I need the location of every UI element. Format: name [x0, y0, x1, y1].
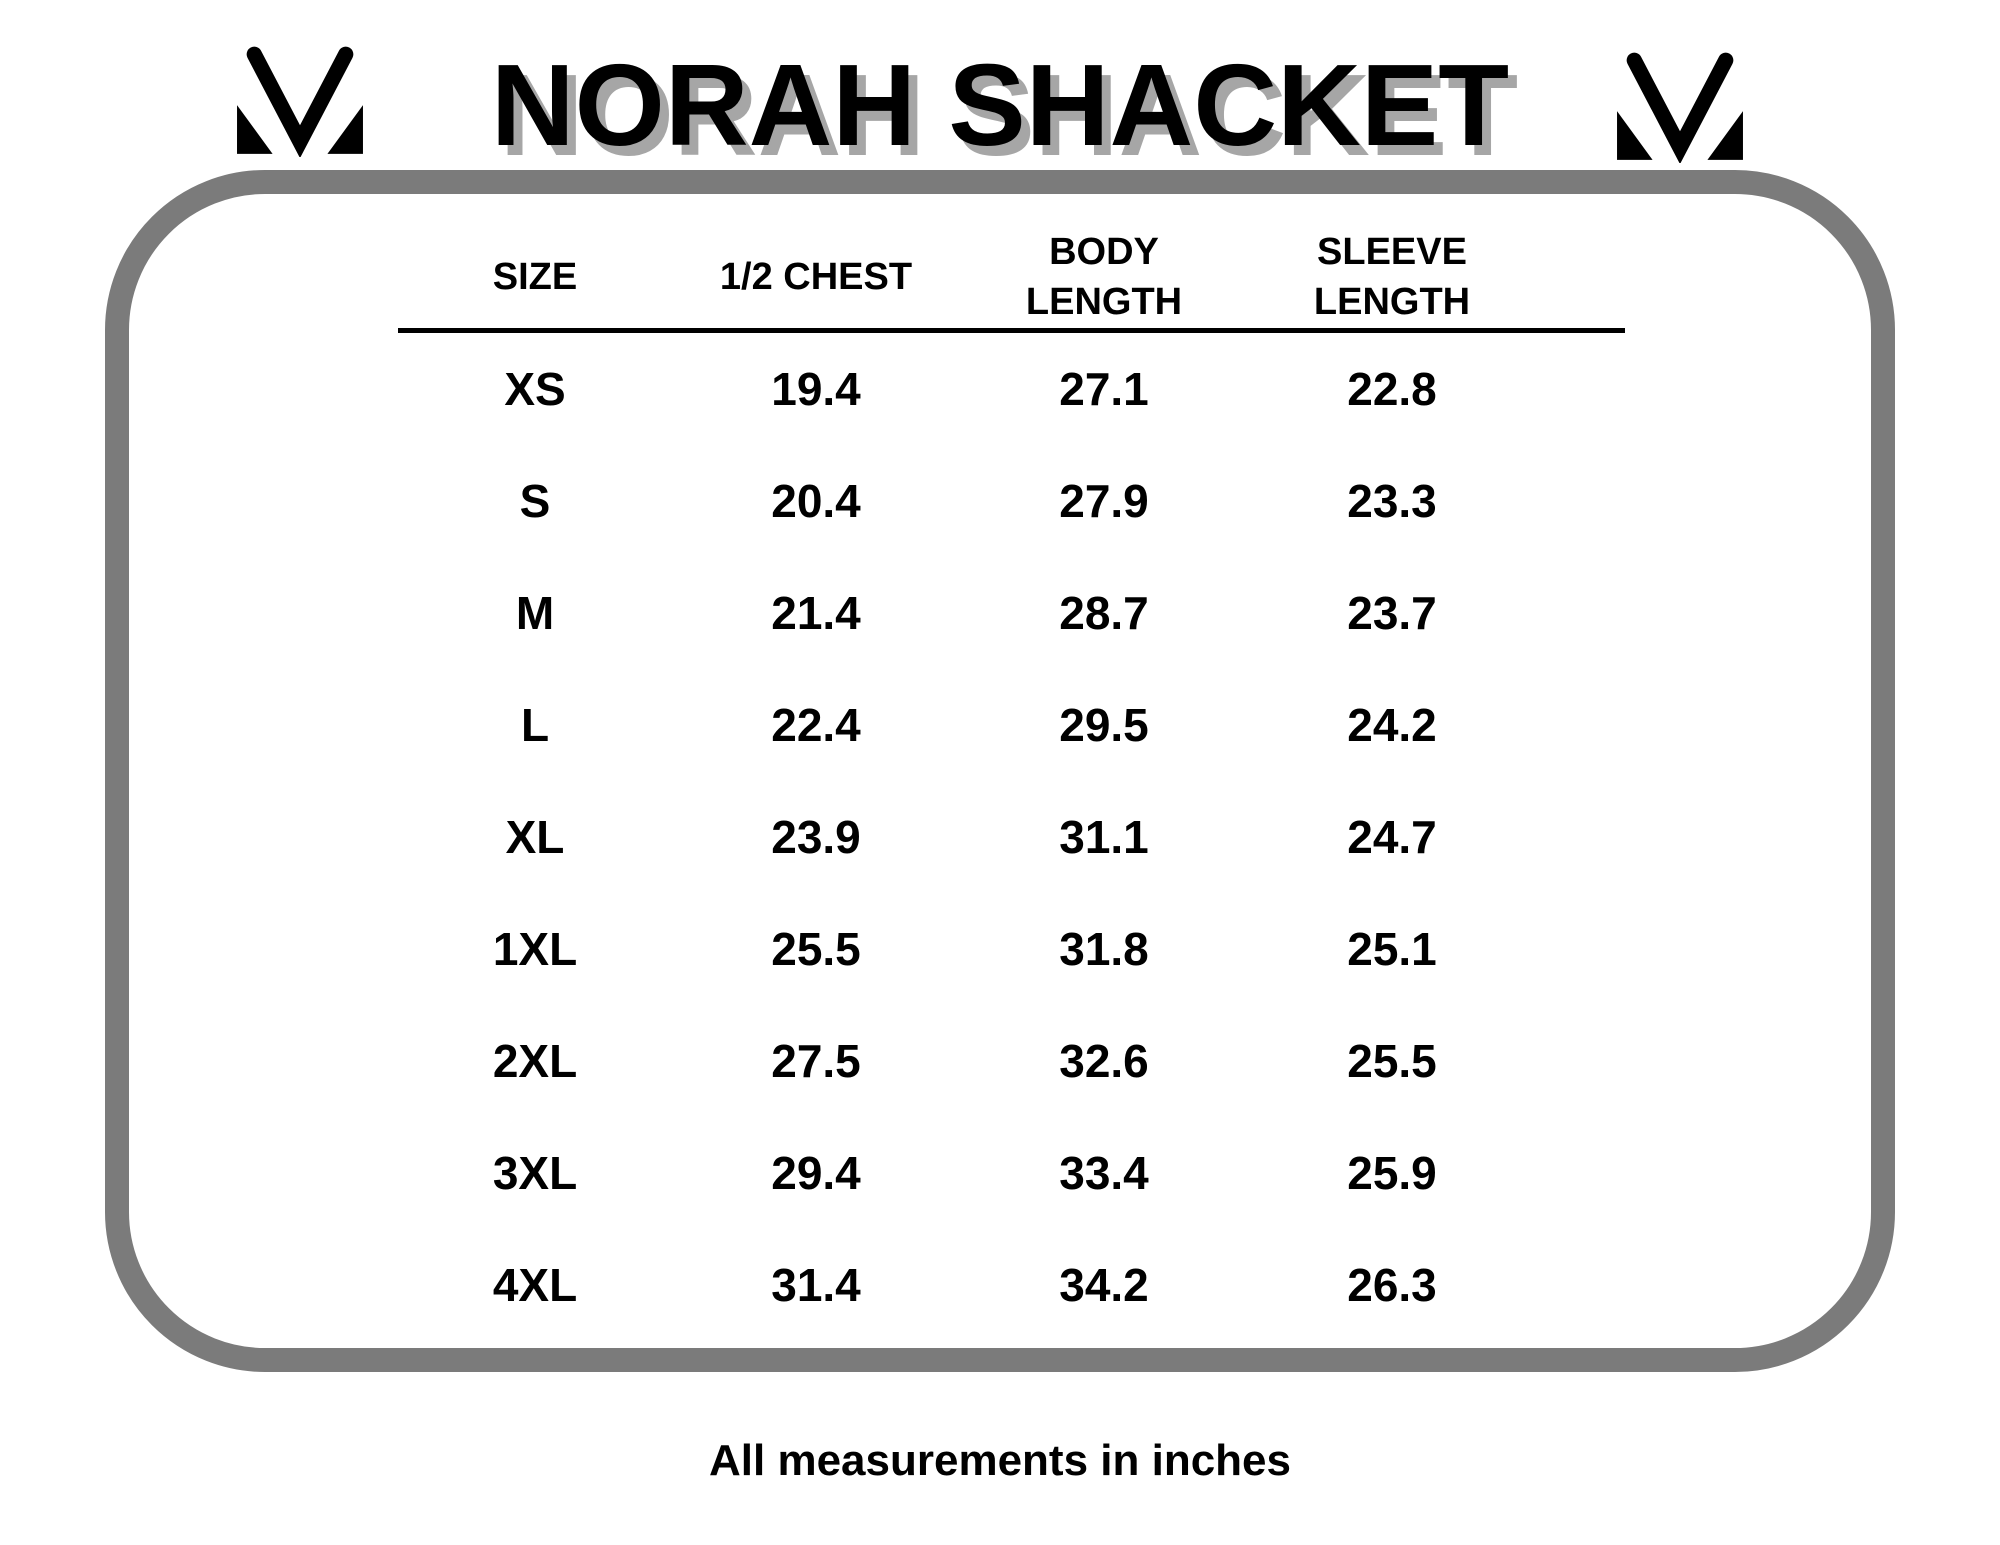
cell-half-chest: 20.4 — [771, 475, 861, 527]
page-title: NORAH SHACKET — [490, 40, 1510, 170]
cell-size: 4XL — [492, 1259, 578, 1311]
cell-sleeve-length: 25.5 — [1347, 1035, 1437, 1087]
column-header-body-length: BODY LENGTH — [1025, 230, 1183, 323]
column-header-sleeve-length: SLEEVE LENGTH — [1313, 230, 1471, 323]
cell-sleeve-length: 22.8 — [1347, 363, 1437, 415]
cell-sleeve-length: 25.1 — [1347, 923, 1437, 975]
cell-size: 1XL — [492, 923, 578, 975]
cell-sleeve-length: 26.3 — [1347, 1259, 1437, 1311]
table-row-4xl: 4XL 31.4 34.2 26.3 — [398, 1229, 1625, 1341]
table-row-m: M 21.4 28.7 23.7 — [398, 557, 1625, 669]
cell-half-chest: 23.9 — [771, 811, 861, 863]
cell-body-length: 27.9 — [1059, 475, 1149, 527]
brand-logo-m-icon — [1616, 46, 1744, 163]
cell-body-length: 27.1 — [1059, 363, 1149, 415]
cell-size: 2XL — [492, 1035, 578, 1087]
cell-half-chest: 31.4 — [771, 1259, 861, 1311]
chart-border-panel — [105, 170, 1895, 1372]
table-row-3xl: 3XL 29.4 33.4 25.9 — [398, 1117, 1625, 1229]
size-chart-table: SIZE 1/2 CHEST BODY LENGTH SLEEVE LENGTH… — [398, 225, 1625, 1341]
cell-body-length: 34.2 — [1059, 1259, 1149, 1311]
cell-size: M — [515, 587, 555, 639]
cell-half-chest: 25.5 — [771, 923, 861, 975]
table-header-row: SIZE 1/2 CHEST BODY LENGTH SLEEVE LENGTH — [398, 225, 1625, 333]
table-row-s: S 20.4 27.9 23.3 — [398, 445, 1625, 557]
cell-size: XS — [504, 363, 566, 415]
cell-half-chest: 29.4 — [771, 1147, 861, 1199]
cell-body-length: 31.1 — [1059, 811, 1149, 863]
column-header-half-chest: 1/2 CHEST — [719, 255, 913, 298]
cell-body-length: 29.5 — [1059, 699, 1149, 751]
cell-sleeve-length: 24.2 — [1347, 699, 1437, 751]
table-row-xl: XL 23.9 31.1 24.7 — [398, 781, 1625, 893]
cell-sleeve-length: 25.9 — [1347, 1147, 1437, 1199]
cell-body-length: 28.7 — [1059, 587, 1149, 639]
cell-sleeve-length: 23.3 — [1347, 475, 1437, 527]
cell-size: L — [520, 699, 550, 751]
cell-half-chest: 27.5 — [771, 1035, 861, 1087]
cell-half-chest: 19.4 — [771, 363, 861, 415]
cell-size: S — [519, 475, 551, 527]
table-row-l: L 22.4 29.5 24.2 — [398, 669, 1625, 781]
cell-half-chest: 22.4 — [771, 699, 861, 751]
measurements-note: All measurements in inches — [709, 1436, 1291, 1485]
cell-body-length: 32.6 — [1059, 1035, 1149, 1087]
cell-body-length: 33.4 — [1059, 1147, 1149, 1199]
cell-sleeve-length: 24.7 — [1347, 811, 1437, 863]
cell-sleeve-length: 23.7 — [1347, 587, 1437, 639]
cell-half-chest: 21.4 — [771, 587, 861, 639]
cell-size: XL — [505, 811, 565, 863]
cell-body-length: 31.8 — [1059, 923, 1149, 975]
column-header-size: SIZE — [492, 255, 578, 298]
cell-size: 3XL — [492, 1147, 578, 1199]
table-row-2xl: 2XL 27.5 32.6 25.5 — [398, 1005, 1625, 1117]
table-row-1xl: 1XL 25.5 31.8 25.1 — [398, 893, 1625, 1005]
brand-logo-m-icon — [236, 40, 364, 157]
table-row-xs: XS 19.4 27.1 22.8 — [398, 333, 1625, 445]
